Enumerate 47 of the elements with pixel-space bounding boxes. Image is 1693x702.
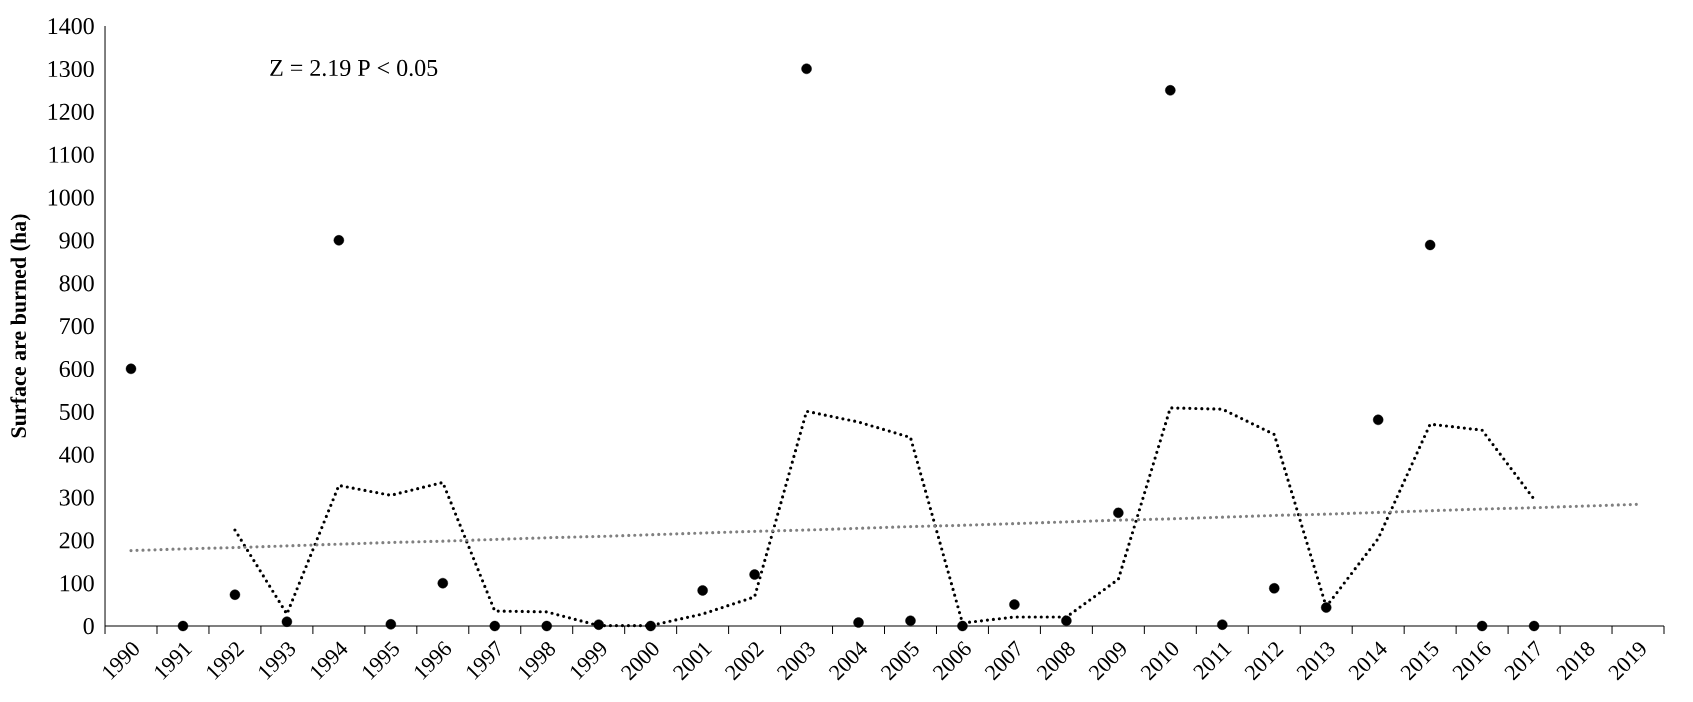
point bbox=[489, 620, 500, 632]
y-tick-label: 400 bbox=[59, 446, 94, 463]
y-tick-label: 1300 bbox=[48, 60, 94, 78]
point bbox=[1424, 239, 1436, 251]
y-tick-label: 700 bbox=[60, 318, 94, 335]
point bbox=[593, 619, 604, 630]
point bbox=[437, 577, 448, 589]
y-tick-label: 1400 bbox=[48, 18, 94, 35]
point bbox=[1061, 615, 1072, 627]
y-tick-label: 600 bbox=[59, 360, 94, 378]
y-tick-label: 1100 bbox=[49, 146, 94, 163]
y-tick-label: 100 bbox=[60, 575, 94, 592]
y-tick-label: 800 bbox=[59, 275, 94, 292]
point bbox=[1113, 507, 1124, 519]
point bbox=[749, 569, 760, 580]
point bbox=[229, 589, 241, 600]
point bbox=[177, 620, 189, 632]
point bbox=[125, 363, 137, 375]
x-tick-label: 1991 bbox=[154, 642, 193, 680]
point bbox=[853, 617, 864, 628]
point bbox=[1476, 620, 1488, 632]
point bbox=[1269, 583, 1280, 594]
point bbox=[333, 235, 345, 246]
point bbox=[957, 620, 968, 632]
annotation: Z = 2.19 P < 0.05 bbox=[270, 59, 438, 77]
point bbox=[1165, 85, 1176, 96]
point bbox=[801, 63, 812, 75]
point bbox=[1528, 620, 1540, 632]
y-tick-label: 1000 bbox=[48, 189, 94, 206]
y-axis-title: Surface are burned (ha) bbox=[10, 214, 31, 438]
y-tick-label: 900 bbox=[59, 232, 94, 249]
point bbox=[1321, 602, 1332, 613]
y-tick-label: 500 bbox=[60, 403, 94, 420]
y-tick-label: 1200 bbox=[48, 103, 94, 120]
y-tick-label: 0 bbox=[83, 618, 94, 635]
y-tick-label: 200 bbox=[59, 532, 94, 549]
point bbox=[541, 620, 552, 632]
point bbox=[645, 620, 656, 632]
point bbox=[1009, 599, 1020, 610]
point bbox=[1217, 619, 1228, 630]
y-tick-label: 300 bbox=[59, 489, 94, 506]
point bbox=[697, 585, 708, 596]
x-tick-label: 2011 bbox=[1193, 642, 1232, 680]
point bbox=[905, 615, 916, 627]
point bbox=[1372, 414, 1384, 426]
point bbox=[385, 619, 397, 630]
point bbox=[281, 616, 293, 627]
